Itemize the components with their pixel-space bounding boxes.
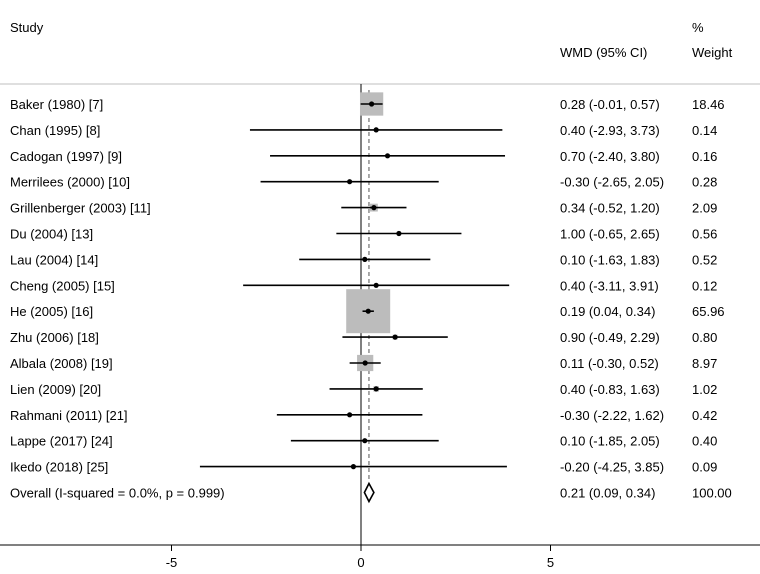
effect-ci-text: 0.40 (-2.93, 3.73) [560, 123, 660, 138]
study-label: Grillenberger (2003) [11] [10, 201, 151, 216]
weight-text: 18.46 [692, 97, 725, 112]
point-estimate [347, 179, 353, 185]
point-estimate [384, 153, 391, 159]
x-axis: -5 0 5 [0, 544, 760, 570]
study-label: He (2005) [16] [10, 304, 93, 319]
study-row: He (2005) [16] 0.19 (0.04, 0.34) 65.96 [10, 289, 725, 334]
study-label: Lappe (2017) [24] [10, 434, 113, 449]
effect-ci-text: 0.40 (-3.11, 3.91) [560, 278, 659, 293]
point-estimate [362, 438, 368, 444]
overall-ci-text: 0.21 (0.09, 0.34) [560, 486, 655, 501]
study-row: Cadogan (1997) [9] 0.70 (-2.40, 3.80) 0.16 [10, 149, 717, 164]
header-study: Study [10, 20, 44, 35]
effect-ci-text: 0.90 (-0.49, 2.29) [560, 330, 660, 345]
study-label: Du (2004) [13] [10, 227, 93, 242]
study-row: Cheng (2005) [15] 0.40 (-3.11, 3.91) 0.12 [10, 278, 717, 293]
point-estimate [362, 360, 368, 366]
point-estimate [371, 205, 377, 211]
study-label: Lau (2004) [14] [10, 252, 98, 267]
study-row: Du (2004) [13] 1.00 (-0.65, 2.65) 0.56 [10, 227, 717, 242]
header-weight-percent: % [692, 20, 704, 35]
effect-ci-text: 1.00 (-0.65, 2.65) [560, 227, 660, 242]
study-row: Grillenberger (2003) [11] 0.34 (-0.52, 1.… [10, 201, 717, 216]
header-effect: WMD (95% CI) [560, 45, 647, 60]
study-label: Ikedo (2018) [25] [10, 460, 108, 475]
effect-ci-text: 0.10 (-1.63, 1.83) [560, 252, 660, 267]
study-row: Ikedo (2018) [25] -0.20 (-4.25, 3.85) 0.09 [10, 460, 717, 475]
x-tick-label: 5 [547, 555, 554, 570]
weight-text: 0.40 [692, 434, 717, 449]
x-tick-label: 0 [357, 555, 364, 570]
study-row: Lien (2009) [20] 0.40 (-0.83, 1.63) 1.02 [10, 382, 717, 397]
overall-label: Overall (I-squared = 0.0%, p = 0.999) [10, 486, 225, 501]
study-label: Chan (1995) [8] [10, 123, 100, 138]
point-estimate [392, 334, 398, 340]
point-estimate [373, 282, 379, 288]
point-estimate [373, 127, 379, 133]
weight-text: 0.56 [692, 227, 717, 242]
weight-text: 65.96 [692, 304, 725, 319]
weight-text: 8.97 [692, 356, 717, 371]
study-label: Baker (1980) [7] [10, 97, 103, 112]
weight-text: 0.28 [692, 175, 717, 190]
weight-text: 0.42 [692, 408, 717, 423]
effect-ci-text: -0.30 (-2.65, 2.05) [560, 175, 664, 190]
weight-text: 0.09 [692, 460, 717, 475]
header-weight: Weight [692, 45, 733, 60]
study-row: Chan (1995) [8] 0.40 (-2.93, 3.73) 0.14 [10, 123, 717, 138]
study-label: Albala (2008) [19] [10, 356, 113, 371]
overall-weight-text: 100.00 [692, 486, 732, 501]
weight-text: 0.14 [692, 123, 717, 138]
study-row: Merrilees (2000) [10] -0.30 (-2.65, 2.05)… [10, 175, 717, 190]
weight-text: 2.09 [692, 201, 717, 216]
overall-row: Overall (I-squared = 0.0%, p = 0.999) 0.2… [10, 481, 732, 504]
study-row: Albala (2008) [19] 0.11 (-0.30, 0.52) 8.97 [10, 354, 717, 372]
point-estimate [350, 464, 357, 470]
study-label: Merrilees (2000) [10] [10, 175, 130, 190]
effect-ci-text: 0.28 (-0.01, 0.57) [560, 97, 660, 112]
weight-text: 0.52 [692, 252, 717, 267]
x-tick-label: -5 [166, 555, 178, 570]
point-estimate [369, 101, 375, 107]
study-label: Cheng (2005) [15] [10, 278, 115, 293]
point-estimate [373, 386, 379, 392]
study-row: Baker (1980) [7] 0.28 (-0.01, 0.57) 18.46 [10, 92, 725, 116]
effect-ci-text: 0.11 (-0.30, 0.52) [560, 356, 659, 371]
study-label: Lien (2009) [20] [10, 382, 101, 397]
effect-ci-text: 0.70 (-2.40, 3.80) [560, 149, 660, 164]
point-estimate [362, 256, 368, 262]
weight-text: 0.12 [692, 278, 717, 293]
point-estimate [396, 230, 402, 237]
study-row: Zhu (2006) [18] 0.90 (-0.49, 2.29) 0.80 [10, 330, 717, 345]
study-label: Cadogan (1997) [9] [10, 149, 122, 164]
effect-ci-text: 0.10 (-1.85, 2.05) [560, 434, 660, 449]
effect-ci-text: -0.30 (-2.22, 1.62) [560, 408, 664, 423]
point-estimate [347, 412, 353, 418]
effect-ci-text: 0.34 (-0.52, 1.20) [560, 201, 660, 216]
weight-text: 0.80 [692, 330, 717, 345]
study-row: Lau (2004) [14] 0.10 (-1.63, 1.83) 0.52 [10, 252, 717, 267]
effect-ci-text: -0.20 (-4.25, 3.85) [560, 460, 664, 475]
study-label: Rahmani (2011) [21] [10, 408, 128, 423]
study-row: Rahmani (2011) [21] -0.30 (-2.22, 1.62) 0.… [10, 408, 717, 423]
study-label: Zhu (2006) [18] [10, 330, 99, 345]
weight-text: 1.02 [692, 382, 717, 397]
point-estimate [365, 308, 371, 314]
study-row: Lappe (2017) [24] 0.10 (-1.85, 2.05) 0.40 [10, 434, 717, 449]
effect-ci-text: 0.19 (0.04, 0.34) [560, 304, 655, 319]
study-rows: Baker (1980) [7] 0.28 (-0.01, 0.57) 18.46 C… [10, 92, 725, 475]
effect-ci-text: 0.40 (-0.83, 1.63) [560, 382, 660, 397]
weight-text: 0.16 [692, 149, 717, 164]
overall-diamond [363, 481, 375, 504]
